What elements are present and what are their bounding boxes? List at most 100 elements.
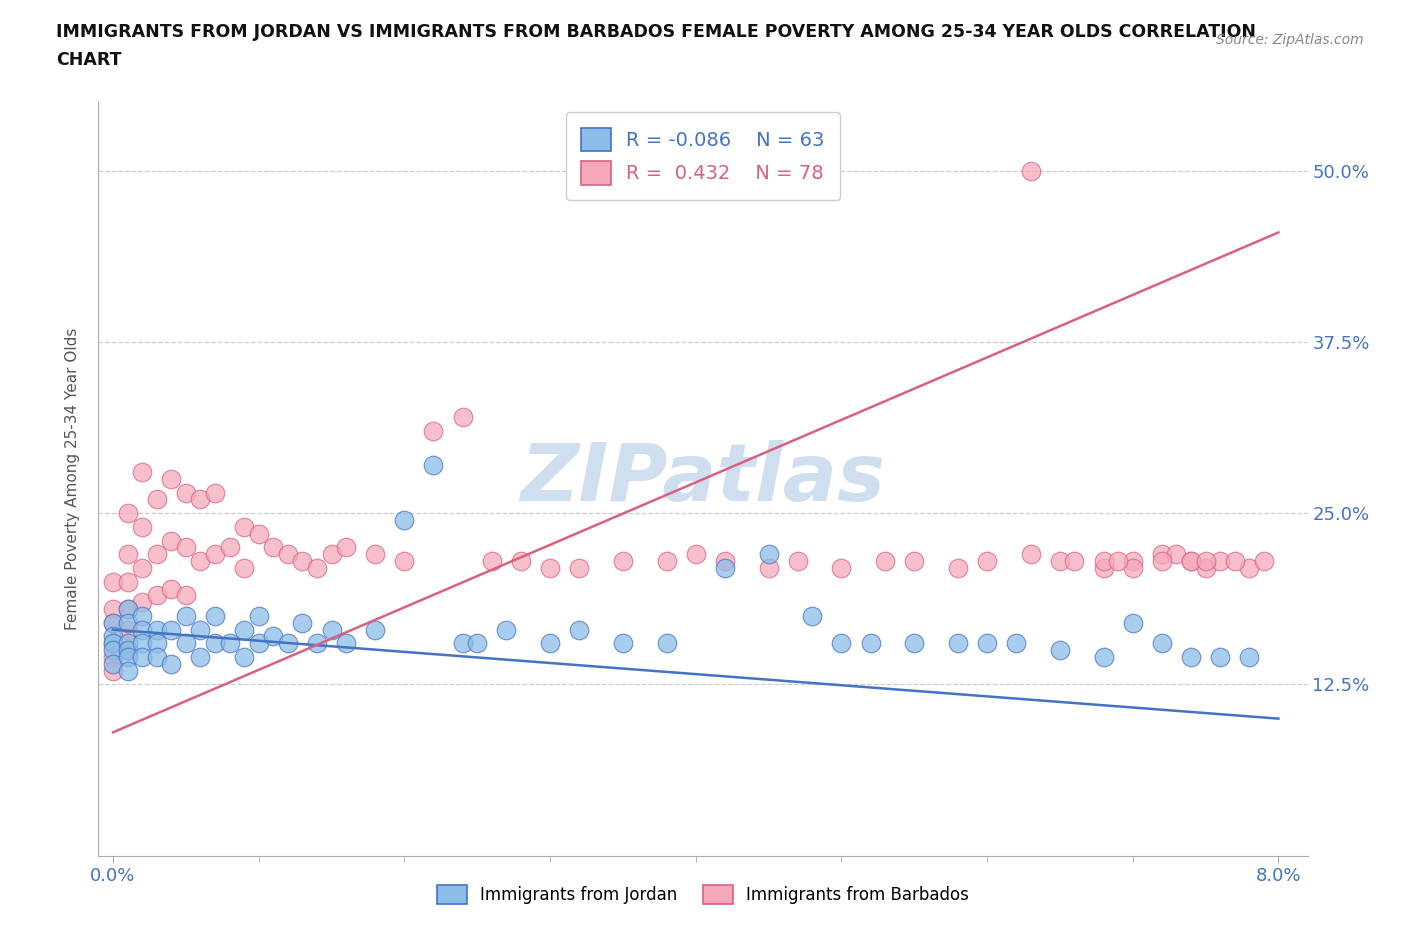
Point bbox=[1049, 553, 1071, 568]
Point bbox=[335, 636, 357, 651]
Point bbox=[538, 636, 561, 651]
Text: ZIPatlas: ZIPatlas bbox=[520, 440, 886, 518]
Point bbox=[131, 608, 153, 623]
Point bbox=[117, 663, 139, 678]
Point bbox=[1122, 616, 1144, 631]
Point bbox=[160, 657, 183, 671]
Point bbox=[1122, 561, 1144, 576]
Point bbox=[801, 608, 824, 623]
Point bbox=[1049, 643, 1071, 658]
Point bbox=[1239, 649, 1261, 664]
Point bbox=[174, 608, 197, 623]
Point bbox=[131, 595, 153, 610]
Point bbox=[714, 553, 737, 568]
Point bbox=[233, 622, 256, 637]
Point bbox=[117, 547, 139, 562]
Point bbox=[568, 561, 591, 576]
Point bbox=[101, 616, 124, 631]
Point bbox=[568, 622, 591, 637]
Point bbox=[538, 561, 561, 576]
Point bbox=[160, 581, 183, 596]
Point bbox=[394, 512, 416, 527]
Point bbox=[190, 492, 212, 507]
Point bbox=[145, 588, 167, 603]
Point bbox=[830, 636, 852, 651]
Point bbox=[204, 485, 226, 500]
Point bbox=[160, 472, 183, 486]
Point bbox=[859, 636, 882, 651]
Text: CHART: CHART bbox=[56, 51, 122, 69]
Point bbox=[1107, 553, 1129, 568]
Point bbox=[247, 526, 270, 541]
Point bbox=[131, 520, 153, 535]
Point bbox=[117, 574, 139, 589]
Point bbox=[190, 622, 212, 637]
Point bbox=[1092, 649, 1115, 664]
Point bbox=[174, 636, 197, 651]
Point bbox=[277, 636, 299, 651]
Point bbox=[174, 540, 197, 555]
Point bbox=[1166, 547, 1188, 562]
Point bbox=[233, 561, 256, 576]
Point bbox=[101, 636, 124, 651]
Point bbox=[465, 636, 488, 651]
Point bbox=[145, 547, 167, 562]
Point bbox=[946, 561, 969, 576]
Point bbox=[1005, 636, 1028, 651]
Point bbox=[976, 553, 998, 568]
Legend: Immigrants from Jordan, Immigrants from Barbados: Immigrants from Jordan, Immigrants from … bbox=[429, 876, 977, 912]
Point bbox=[233, 520, 256, 535]
Point bbox=[101, 616, 124, 631]
Point bbox=[101, 629, 124, 644]
Point bbox=[277, 547, 299, 562]
Point bbox=[903, 553, 925, 568]
Point bbox=[1223, 553, 1246, 568]
Point bbox=[131, 636, 153, 651]
Point bbox=[174, 588, 197, 603]
Text: Source: ZipAtlas.com: Source: ZipAtlas.com bbox=[1216, 33, 1364, 46]
Point bbox=[1019, 547, 1042, 562]
Y-axis label: Female Poverty Among 25-34 Year Olds: Female Poverty Among 25-34 Year Olds bbox=[65, 327, 80, 631]
Point bbox=[117, 622, 139, 637]
Point bbox=[117, 602, 139, 617]
Point bbox=[131, 622, 153, 637]
Point bbox=[101, 663, 124, 678]
Point bbox=[190, 649, 212, 664]
Point bbox=[903, 636, 925, 651]
Point bbox=[321, 622, 343, 637]
Point bbox=[117, 643, 139, 658]
Point bbox=[394, 553, 416, 568]
Point bbox=[685, 547, 707, 562]
Point bbox=[758, 561, 780, 576]
Point bbox=[204, 608, 226, 623]
Point bbox=[321, 547, 343, 562]
Point bbox=[145, 636, 167, 651]
Point bbox=[131, 649, 153, 664]
Point bbox=[655, 553, 678, 568]
Point bbox=[131, 465, 153, 480]
Point bbox=[291, 616, 314, 631]
Point bbox=[509, 553, 531, 568]
Point bbox=[1150, 547, 1173, 562]
Point bbox=[1150, 636, 1173, 651]
Point bbox=[117, 643, 139, 658]
Point bbox=[875, 553, 897, 568]
Point bbox=[145, 492, 167, 507]
Legend: R = -0.086    N = 63, R =  0.432    N = 78: R = -0.086 N = 63, R = 0.432 N = 78 bbox=[565, 112, 841, 200]
Point bbox=[305, 636, 328, 651]
Point bbox=[1150, 553, 1173, 568]
Point bbox=[101, 574, 124, 589]
Point bbox=[117, 616, 139, 631]
Point bbox=[145, 649, 167, 664]
Point bbox=[451, 636, 474, 651]
Point bbox=[976, 636, 998, 651]
Point bbox=[190, 553, 212, 568]
Point bbox=[758, 547, 780, 562]
Point bbox=[786, 553, 808, 568]
Point bbox=[451, 410, 474, 425]
Text: IMMIGRANTS FROM JORDAN VS IMMIGRANTS FROM BARBADOS FEMALE POVERTY AMONG 25-34 YE: IMMIGRANTS FROM JORDAN VS IMMIGRANTS FRO… bbox=[56, 23, 1256, 41]
Point bbox=[174, 485, 197, 500]
Point bbox=[1180, 649, 1202, 664]
Point bbox=[218, 636, 240, 651]
Point bbox=[612, 553, 634, 568]
